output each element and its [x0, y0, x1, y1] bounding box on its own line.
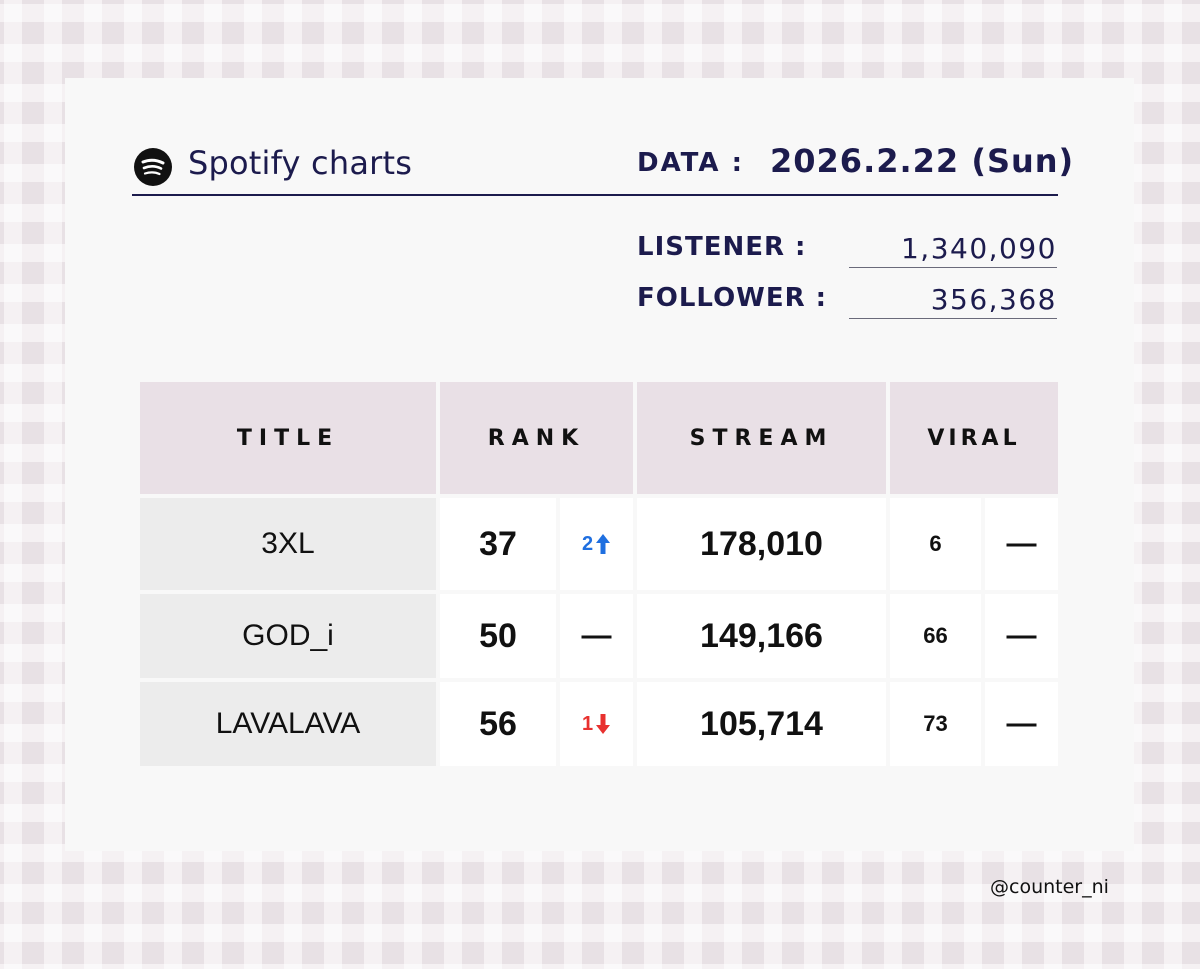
- listener-value: 1,340,090: [849, 232, 1057, 268]
- header-viral: VIRAL: [890, 382, 1058, 494]
- header-divider: [132, 194, 1058, 196]
- row-viral-change: —: [985, 498, 1058, 590]
- row-stream: 149,166: [637, 594, 886, 678]
- row-viral: 73: [890, 682, 981, 766]
- rank-change-down: 1: [582, 713, 611, 736]
- rank-change-value: 1: [581, 712, 594, 735]
- row-viral-change: —: [985, 594, 1058, 678]
- credit-handle: @counter_ni: [990, 876, 1109, 898]
- row-rank: 50: [440, 594, 556, 678]
- row-title: GOD_i: [140, 594, 436, 678]
- date-label: DATA :: [637, 148, 744, 178]
- chart-table: TITLE RANK STREAM VIRAL 3XL 37 2 178,010…: [140, 382, 1058, 766]
- row-rank: 56: [440, 682, 556, 766]
- row-rank-change: 2: [560, 498, 633, 590]
- rank-change-up: 2: [582, 533, 611, 556]
- row-viral: 6: [890, 498, 981, 590]
- row-stream: 105,714: [637, 682, 886, 766]
- listener-label: LISTENER :: [637, 232, 807, 262]
- app-title: Spotify charts: [188, 144, 413, 182]
- row-rank-change: —: [560, 594, 633, 678]
- follower-label: FOLLOWER :: [637, 283, 828, 313]
- row-title: LAVALAVA: [140, 682, 436, 766]
- row-stream: 178,010: [637, 498, 886, 590]
- date-value: 2026.2.22 (Sun): [770, 142, 1075, 180]
- row-viral-change: —: [985, 682, 1058, 766]
- header-title: TITLE: [140, 382, 436, 494]
- header-rank: RANK: [440, 382, 633, 494]
- row-rank: 37: [440, 498, 556, 590]
- row-title: 3XL: [140, 498, 436, 590]
- arrow-up-icon: [596, 534, 611, 554]
- chart-card: Spotify charts DATA : 2026.2.22 (Sun) LI…: [65, 78, 1134, 851]
- row-viral: 66: [890, 594, 981, 678]
- spotify-icon: [134, 148, 172, 186]
- arrow-down-icon: [596, 714, 611, 734]
- row-rank-change: 1: [560, 682, 633, 766]
- header-stream: STREAM: [637, 382, 886, 494]
- rank-change-value: 2: [581, 532, 594, 555]
- follower-value: 356,368: [849, 283, 1057, 319]
